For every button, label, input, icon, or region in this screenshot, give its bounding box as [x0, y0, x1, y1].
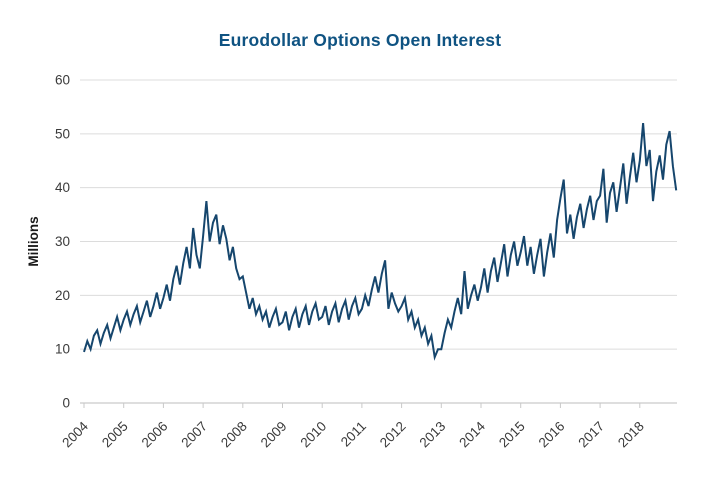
open-interest-line-series: [83, 123, 678, 361]
x-tick-label-2012: 2012: [377, 419, 409, 451]
y-tick-label-10: 10: [55, 342, 70, 357]
x-tick-label-2016: 2016: [536, 419, 568, 451]
x-tick-label-2015: 2015: [496, 419, 528, 451]
x-tick-label-2009: 2009: [258, 419, 290, 451]
x-tick-label-2014: 2014: [456, 418, 488, 450]
x-tick-label-2018: 2018: [615, 419, 647, 451]
x-tick-label-2011: 2011: [338, 419, 369, 450]
x-tick-label-2006: 2006: [139, 419, 171, 451]
x-tick-label-2004: 2004: [59, 418, 91, 450]
y-tick-label-0: 0: [62, 396, 70, 411]
chart-title: Eurodollar Options Open Interest: [218, 30, 502, 50]
x-tick-label-2010: 2010: [297, 419, 329, 451]
x-tick-label-2013: 2013: [417, 419, 449, 451]
x-tick-label-2017: 2017: [575, 419, 607, 451]
x-tick-label-2008: 2008: [218, 419, 250, 451]
y-tick-label-40: 40: [55, 180, 70, 195]
x-tick-label-2007: 2007: [178, 419, 210, 451]
y-tick-label-30: 30: [55, 234, 70, 249]
y-tick-label-20: 20: [55, 288, 70, 303]
x-tick-label-2005: 2005: [99, 419, 131, 451]
y-tick-label-60: 60: [55, 73, 70, 88]
y-axis-label: Millions: [26, 216, 41, 266]
y-tick-label-50: 50: [55, 126, 70, 141]
